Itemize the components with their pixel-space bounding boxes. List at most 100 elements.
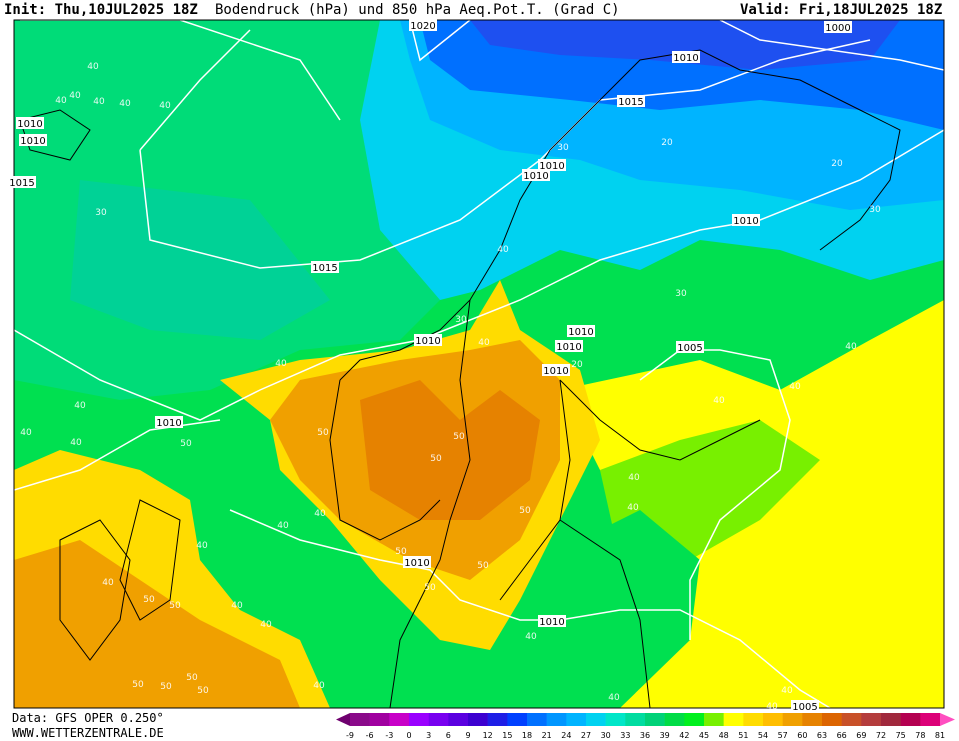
theta-e-label: 40 [628, 473, 640, 483]
coastline [19, 49, 901, 708]
map-frame [13, 19, 945, 709]
theta-e-label: 40 [20, 428, 32, 438]
colorbar-label: 51 [738, 731, 748, 740]
colorbar-bin [369, 713, 390, 726]
colorbar-bin [389, 713, 410, 726]
theta-e-label: 50 [477, 561, 489, 571]
isobar-label: 1015 [312, 263, 337, 274]
isobar-label-box [19, 134, 47, 146]
isobar-label: 1010 [20, 136, 45, 147]
colorbar-bin [586, 713, 606, 726]
isobar-label: 1010 [673, 53, 698, 64]
map-title: Bodendruck (hPa) und 850 hPa Aeq.Pot.T. … [215, 2, 620, 18]
colorbar-bin [822, 713, 842, 726]
valid-time: Valid: Fri,18JUL2025 18Z [740, 2, 942, 18]
theta-e-label: 30 [95, 208, 107, 218]
isobar [139, 29, 871, 269]
theta-e-label: 30 [675, 289, 687, 299]
colorbar-bin [448, 713, 469, 726]
isobar [14, 129, 944, 421]
theta-e-label: 50 [519, 506, 531, 516]
theta-e-label: 40 [159, 101, 171, 111]
field-green-south [500, 510, 700, 708]
colorbar-label: 48 [719, 731, 729, 740]
isobar-label: 1010 [539, 617, 564, 628]
theta-e-label: 40 [845, 342, 857, 352]
isobar-label-box [542, 364, 570, 376]
colorbar-label: 21 [542, 731, 552, 740]
theta-e-label: 40 [627, 503, 639, 513]
theta-e-label: 50 [424, 583, 436, 593]
colorbar: -9 -6 -3 0 3 6 9 12 15 18 21 24 27 30 33 36 39 42 45 48 51 54… [336, 713, 955, 740]
isobar-label-box [824, 21, 852, 33]
theta-e-label: 40 [260, 620, 272, 630]
colorbar-bin [546, 713, 567, 726]
colorbar-label: 54 [758, 731, 768, 740]
isobar-label: 1010 [733, 216, 758, 227]
colorbar-bin [507, 713, 528, 726]
colorbar-bin [664, 713, 685, 726]
isobar-label: 1010 [415, 336, 440, 347]
theta-e-label: 30 [455, 315, 467, 325]
theta-e-label: 40 [766, 702, 778, 712]
colorbar-bin [704, 713, 724, 726]
colorbar-label: 30 [601, 731, 611, 740]
theta-e-label: 50 [453, 432, 465, 442]
colorbar-label: 45 [699, 731, 709, 740]
colorbar-bin [900, 713, 921, 726]
theta-e-label: 40 [74, 401, 86, 411]
colorbar-bin [625, 713, 646, 726]
isobar-label-box [538, 615, 566, 627]
colorbar-label: 27 [581, 731, 591, 740]
colorbar-label: 72 [876, 731, 886, 740]
theta-e-label: 50 [430, 454, 442, 464]
map-field [14, 20, 944, 708]
isobar-label-box [791, 700, 819, 712]
isobar-label: 1010 [543, 366, 568, 377]
isobar [409, 20, 944, 71]
isobar-label-box [555, 340, 583, 352]
colorbar-bin [881, 713, 901, 726]
colorbar-bin [645, 713, 665, 726]
colorbar-bin [468, 713, 488, 726]
colorbar-bin [409, 713, 429, 726]
colorbar-label: 6 [446, 731, 451, 740]
isobar-label-box [8, 176, 36, 188]
theta-e-label: 50 [186, 673, 198, 683]
colorbar-label: 15 [502, 731, 512, 740]
colorbar-label: 18 [522, 731, 532, 740]
theta-e-label: 50 [317, 428, 329, 438]
isobar-label-box [403, 556, 431, 568]
init-time: Init: Thu,10JUL2025 18Z [4, 2, 198, 18]
theta-e-label: 40 [231, 601, 243, 611]
theta-e-label: 30 [557, 143, 569, 153]
theta-e-label: 40 [69, 91, 81, 101]
theta-e-label: 20 [661, 138, 673, 148]
colorbar-label: 63 [817, 731, 827, 740]
isobar-label-box [522, 169, 550, 181]
colorbar-bin [920, 713, 941, 726]
isobar-label: 1015 [9, 178, 34, 189]
theta-e-label: 40 [789, 382, 801, 392]
theta-e-label: 50 [143, 595, 155, 605]
field-orange-west [14, 540, 300, 708]
theta-e-label: 40 [713, 396, 725, 406]
colorbar-label: 36 [640, 731, 650, 740]
isobar-label-box [732, 214, 760, 226]
isobar-label-box [16, 117, 44, 129]
colorbar-bin [527, 713, 547, 726]
theta-e-label: 40 [87, 62, 99, 72]
colorbar-bin [487, 713, 508, 726]
colorbar-bin [743, 713, 764, 726]
colorbar-label: 66 [837, 731, 847, 740]
theta-e-label: 20 [571, 360, 583, 370]
colorbar-label: 57 [778, 731, 788, 740]
colorbar-label: -6 [366, 731, 374, 740]
theta-e-label: 40 [497, 245, 509, 255]
colorbar-label: 9 [465, 731, 470, 740]
colorbar-bin [782, 713, 803, 726]
data-source: Data: GFS OPER 0.250° [12, 711, 164, 725]
isobar-label: 1005 [677, 343, 702, 354]
theta-e-label: 40 [313, 681, 325, 691]
